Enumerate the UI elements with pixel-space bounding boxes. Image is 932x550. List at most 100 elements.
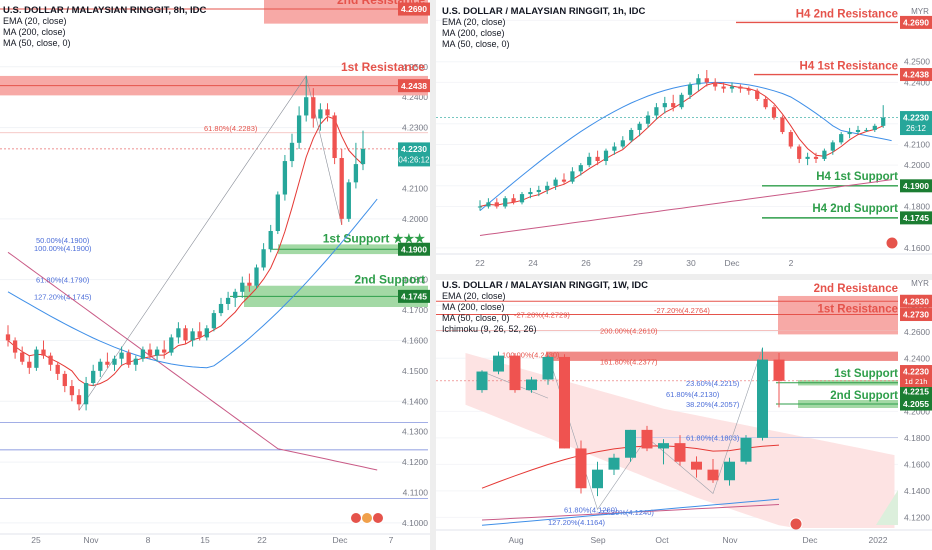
tag-1st-resistance: 4.2438 [401,81,427,91]
h1-candle [486,202,491,207]
chart-8h[interactable]: 4.2500 4.2400 4.2300 4.2100 4.2000 4.1900 4.18… [0,0,430,550]
fib-label: 100.00%(4.1900) [34,244,92,253]
y-tick-label: 4.1600 [402,335,428,345]
h8-candle [225,297,231,304]
y-tick-label: 4.1400 [904,486,930,496]
y-tick-label: 4.1200 [904,512,930,522]
x-tick-label: 15 [200,535,210,545]
h8-candle [41,349,46,356]
label-1st-support: 1st Support [834,368,898,380]
zone-fib-resistance [546,351,898,361]
price-tag: 4.2230 [401,144,427,154]
y-tick-label: 4.2500 [402,62,428,72]
h8-candle [268,230,273,250]
indicator-label: MA (200, close) [442,302,505,312]
h8-candle [98,361,103,371]
h8-candle [5,334,11,341]
y-tick-label: 4.2100 [402,183,428,193]
tag-1st-support-bg [398,242,430,256]
h8-candle [204,328,209,338]
h8-candle [34,349,39,368]
h1-candle [797,146,802,159]
h8-candle [289,142,295,162]
label-h4-2nd-resistance: H4 2nd Resistance [796,8,898,20]
h8-candle [261,249,266,268]
fib-label: 161.80%(4.2377) [600,357,658,366]
h8-candle [304,97,309,116]
x-tick-label: Sep [590,535,605,545]
h1-candle [503,198,508,207]
fib-label: 100.00%(4.2430) [502,350,560,359]
y-tick-label: 4.1600 [904,243,930,253]
h8-candle [275,194,280,231]
tag-1st-support: 4.1900 [401,244,427,254]
h1-candle [536,189,541,193]
currency-label: MYR [911,280,929,288]
h8-candle [197,331,202,338]
flag-icon [789,517,803,531]
fib-label: 127.20%(4.1745) [34,292,92,301]
ma50-line [479,81,892,211]
x-tick-label: 2022 [869,535,888,545]
w1-candle [542,356,554,380]
h1-candle [839,134,844,143]
h1-candle [771,107,777,118]
y-tick-label: 4.1300 [402,427,428,437]
x-tick-label: Dec [332,535,348,545]
w1-candle [592,469,603,489]
tag-h4-1st-support-bg [900,179,932,193]
h8-candle [147,349,153,356]
fib-label: 61.80%(4.1790) [36,276,90,285]
h8-candle [133,358,138,365]
tag-h4-1st-support: 4.1900 [903,181,929,191]
h1-candle [696,78,701,85]
fib-label: 61.80%(4.2130) [666,390,720,399]
indicator-label: MA (200, close) [3,27,66,37]
label-2nd-support: 2nd Support [354,273,425,287]
h8-candle [169,337,174,353]
h8-candle [339,158,344,219]
y-tick-label: 4.1600 [904,459,930,469]
h1-candle [587,156,592,166]
h1-candle [620,140,625,147]
currency-label: MYR [911,7,929,16]
h1-candle [687,84,693,95]
h1-candle [637,123,642,130]
y-tick-label: 4.2100 [904,139,930,149]
h8-candle [183,328,188,341]
h1-candle [805,156,810,159]
fib-label: -27.20%(4.2764) [654,306,710,315]
w1-candle [509,355,521,391]
y-tick-label: 4.2600 [904,327,930,337]
label-2nd-resistance: 2nd Resistance [814,283,898,295]
h1-candle [788,132,793,147]
price-countdown: 04:26:12 [398,155,430,164]
h1-candle [654,107,659,116]
y-tick-label: 4.2400 [904,77,930,87]
fib-label: 200.00%(4.2610) [600,326,658,335]
tag-1st-support: 4.2215 [903,387,929,397]
h1-candle [494,202,499,207]
x-tick-label: Dec [802,535,818,545]
chart-8h-svg: 4.2500 4.2400 4.2300 4.2100 4.2000 4.1900 4.18… [0,0,430,545]
tag-h4-2nd-resistance: 4.2690 [903,18,929,28]
h8-candle [105,361,110,365]
h1-candle [713,82,718,87]
h1-candle [477,206,483,208]
h8-candle [126,352,131,365]
y-tick-label: 4.1400 [402,396,428,406]
h8-candle [55,364,60,374]
fib-label: 50.00%(4.1900) [36,236,90,245]
label-1st-resistance: 1st Resistance [817,304,898,316]
h1-candle [528,192,533,195]
x-tick-label: 22 [257,535,267,545]
h8-candle [62,373,67,387]
h1-candle [595,156,600,161]
chart-1h[interactable]: MYR4.27004.25004.24004.22004.21004.20004… [436,0,932,274]
h8-candle [69,386,75,396]
tag-h4-1st-resistance: 4.2438 [903,70,929,80]
chart-1w[interactable]: MYR4.28004.26004.24004.20004.18004.16004… [436,280,932,550]
h8-candle [311,97,316,119]
label-2nd-support: 2nd Support [830,390,898,402]
price-countdown: 1d 21h [905,377,928,386]
